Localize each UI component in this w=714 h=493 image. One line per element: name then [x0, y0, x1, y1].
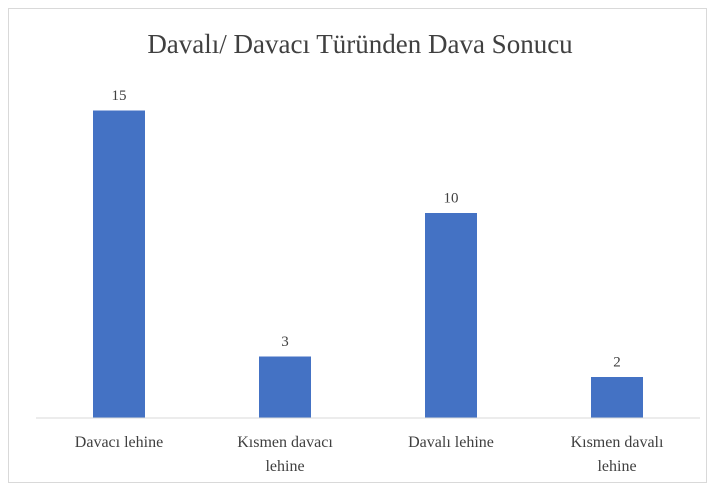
x-tick-label: Davacı lehine: [74, 434, 164, 451]
bar: [425, 213, 477, 418]
data-label: 15: [112, 88, 127, 104]
bar: [259, 356, 311, 418]
bar: [591, 377, 643, 418]
x-tick-label: Kısmen davacı lehine: [237, 434, 333, 475]
data-label: 10: [444, 190, 459, 206]
bar: [93, 110, 145, 418]
x-tick-label: Kısmen davalı lehine: [570, 434, 664, 475]
chart-title: Davalı/ Davacı Türünden Dava Sonucu: [147, 29, 573, 59]
x-tick-label: Davalı lehine: [408, 434, 494, 451]
data-label: 3: [281, 334, 289, 350]
data-label: 2: [613, 354, 621, 370]
